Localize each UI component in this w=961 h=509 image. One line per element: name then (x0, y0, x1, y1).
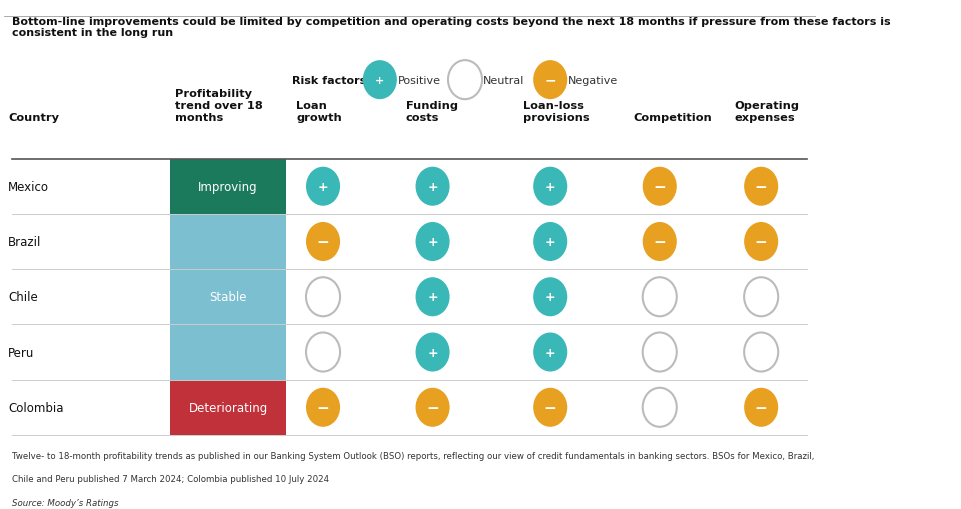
Text: −: − (754, 179, 768, 194)
Ellipse shape (533, 167, 567, 206)
Ellipse shape (744, 222, 778, 262)
Text: Stable: Stable (209, 291, 247, 304)
Ellipse shape (533, 278, 567, 317)
Ellipse shape (533, 61, 567, 100)
Text: +: + (545, 236, 555, 248)
Text: Brazil: Brazil (9, 236, 41, 248)
Text: −: − (653, 179, 666, 194)
Text: Neutral: Neutral (482, 75, 525, 86)
Text: +: + (428, 180, 438, 193)
Ellipse shape (306, 222, 340, 262)
Ellipse shape (306, 333, 340, 372)
Ellipse shape (643, 333, 677, 372)
Text: Deteriorating: Deteriorating (188, 401, 268, 414)
Text: Competition: Competition (633, 112, 712, 122)
Text: +: + (545, 291, 555, 304)
Text: Chile and Peru published 7 March 2024; Colombia published 10 July 2024: Chile and Peru published 7 March 2024; C… (12, 474, 330, 484)
Ellipse shape (415, 388, 450, 427)
Text: Chile: Chile (9, 291, 38, 304)
Text: +: + (545, 346, 555, 359)
Text: −: − (653, 235, 666, 249)
Text: +: + (428, 236, 438, 248)
Text: −: − (754, 400, 768, 415)
Ellipse shape (643, 167, 677, 206)
Text: Bottom-line improvements could be limited by competition and operating costs bey: Bottom-line improvements could be limite… (12, 16, 891, 38)
Ellipse shape (533, 388, 567, 427)
Text: Colombia: Colombia (9, 401, 63, 414)
Ellipse shape (363, 61, 397, 100)
Ellipse shape (415, 278, 450, 317)
Text: +: + (318, 180, 329, 193)
Ellipse shape (744, 278, 778, 317)
Ellipse shape (415, 222, 450, 262)
Ellipse shape (744, 167, 778, 206)
Ellipse shape (306, 388, 340, 427)
Text: Improving: Improving (198, 180, 258, 193)
Ellipse shape (744, 333, 778, 372)
FancyBboxPatch shape (170, 380, 285, 435)
Text: Funding
costs: Funding costs (406, 101, 457, 122)
Ellipse shape (744, 388, 778, 427)
Text: Negative: Negative (568, 75, 618, 86)
Ellipse shape (643, 222, 677, 262)
Ellipse shape (533, 333, 567, 372)
Text: Risk factors:: Risk factors: (292, 75, 371, 86)
Text: Source: Moody’s Ratings: Source: Moody’s Ratings (12, 498, 119, 507)
Ellipse shape (415, 167, 450, 206)
FancyBboxPatch shape (170, 214, 285, 380)
Text: +: + (428, 346, 438, 359)
Ellipse shape (643, 388, 677, 427)
Text: Loan-loss
provisions: Loan-loss provisions (524, 101, 590, 122)
Text: Positive: Positive (398, 75, 441, 86)
Text: Country: Country (9, 112, 60, 122)
Ellipse shape (643, 278, 677, 317)
Text: Twelve- to 18-month profitability trends as published in our Banking System Outl: Twelve- to 18-month profitability trends… (12, 450, 815, 460)
Text: −: − (317, 400, 330, 415)
Text: −: − (754, 235, 768, 249)
Text: −: − (426, 400, 439, 415)
Text: +: + (545, 180, 555, 193)
Text: −: − (544, 400, 556, 415)
Text: +: + (428, 291, 438, 304)
Ellipse shape (306, 278, 340, 317)
Ellipse shape (415, 333, 450, 372)
Text: −: − (317, 235, 330, 249)
Text: −: − (544, 73, 556, 88)
Text: +: + (375, 75, 384, 86)
Text: Mexico: Mexico (9, 180, 49, 193)
Ellipse shape (533, 222, 567, 262)
FancyBboxPatch shape (170, 159, 285, 214)
Text: Peru: Peru (9, 346, 35, 359)
Ellipse shape (448, 61, 482, 100)
Text: Profitability
trend over 18
months: Profitability trend over 18 months (175, 89, 262, 122)
Text: Operating
expenses: Operating expenses (734, 101, 800, 122)
Ellipse shape (306, 167, 340, 206)
Text: Loan
growth: Loan growth (296, 101, 342, 122)
